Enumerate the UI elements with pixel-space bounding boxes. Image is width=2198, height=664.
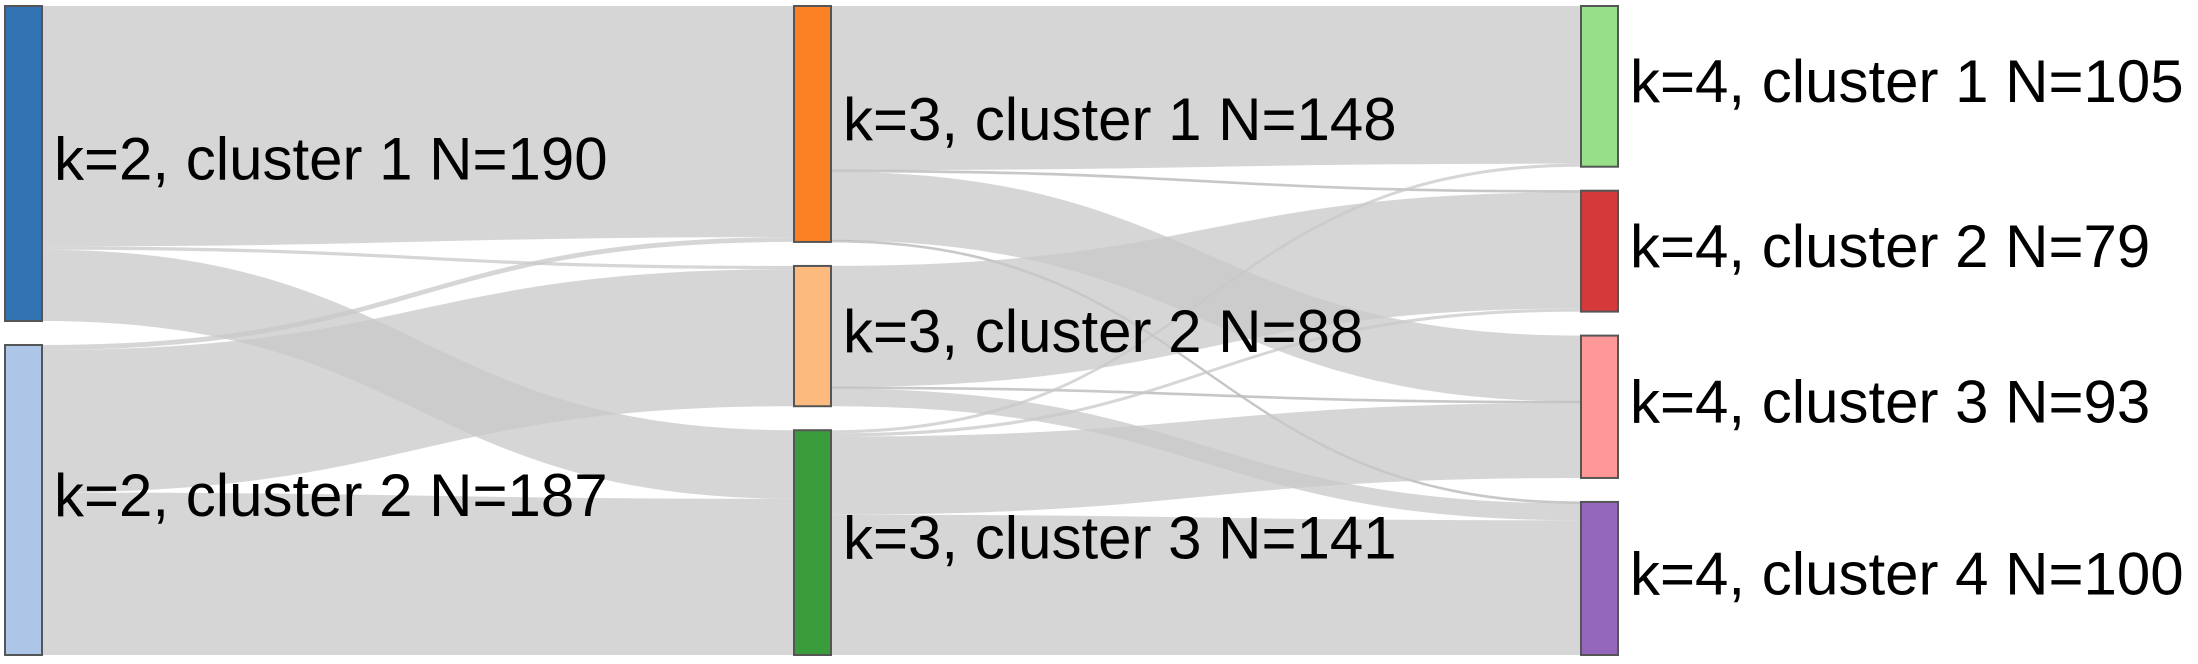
node-k2c2: [4, 343, 43, 656]
node-k3c2: [793, 264, 832, 408]
labels-layer: k=2, cluster 1 N=190 k=2, cluster 2 N=187…: [54, 48, 2184, 607]
node-label-k4c1: k=4, cluster 1 N=105: [1630, 48, 2184, 115]
link-k2c1-to-k3c1: [42, 6, 794, 247]
node-label-k3c2: k=3, cluster 2 N=88: [843, 298, 1363, 365]
node-label-k4c2: k=4, cluster 2 N=79: [1630, 213, 2150, 280]
link-k3c3-to-k4c3: [831, 402, 1581, 515]
node-label-k2c2: k=2, cluster 2 N=187: [54, 462, 608, 529]
nodes-layer: [4, 5, 1619, 657]
link-k3c2-to-k4c2: [831, 192, 1581, 388]
node-k3c1: [793, 5, 832, 243]
link-k2c2-to-k3c3: [42, 492, 794, 655]
link-k2c2-to-k3c1: [42, 237, 794, 350]
link-k3c3-to-k4c2: [831, 308, 1581, 437]
node-k4c1: [1580, 5, 1619, 168]
node-label-k2c1: k=2, cluster 1 N=190: [54, 125, 608, 192]
link-k2c2-to-k3c2: [42, 269, 794, 493]
node-k3c3: [793, 429, 832, 656]
node-k4c2: [1580, 189, 1619, 313]
link-k3c1-to-k4c1: [831, 6, 1581, 171]
node-label-k3c3: k=3, cluster 3 N=141: [843, 504, 1397, 571]
node-label-k4c4: k=4, cluster 4 N=100: [1630, 540, 2184, 607]
node-label-k3c1: k=3, cluster 1 N=148: [843, 86, 1397, 153]
node-label-k4c3: k=4, cluster 3 N=93: [1630, 369, 2150, 436]
link-k3c3-to-k4c4: [831, 514, 1581, 655]
link-k3c3-to-k4c1: [831, 163, 1581, 434]
node-k2c1: [4, 5, 43, 322]
node-k4c4: [1580, 500, 1619, 657]
link-k2c1-to-k3c2: [42, 246, 794, 270]
node-k4c3: [1580, 334, 1619, 479]
links-layer: [42, 6, 1582, 655]
